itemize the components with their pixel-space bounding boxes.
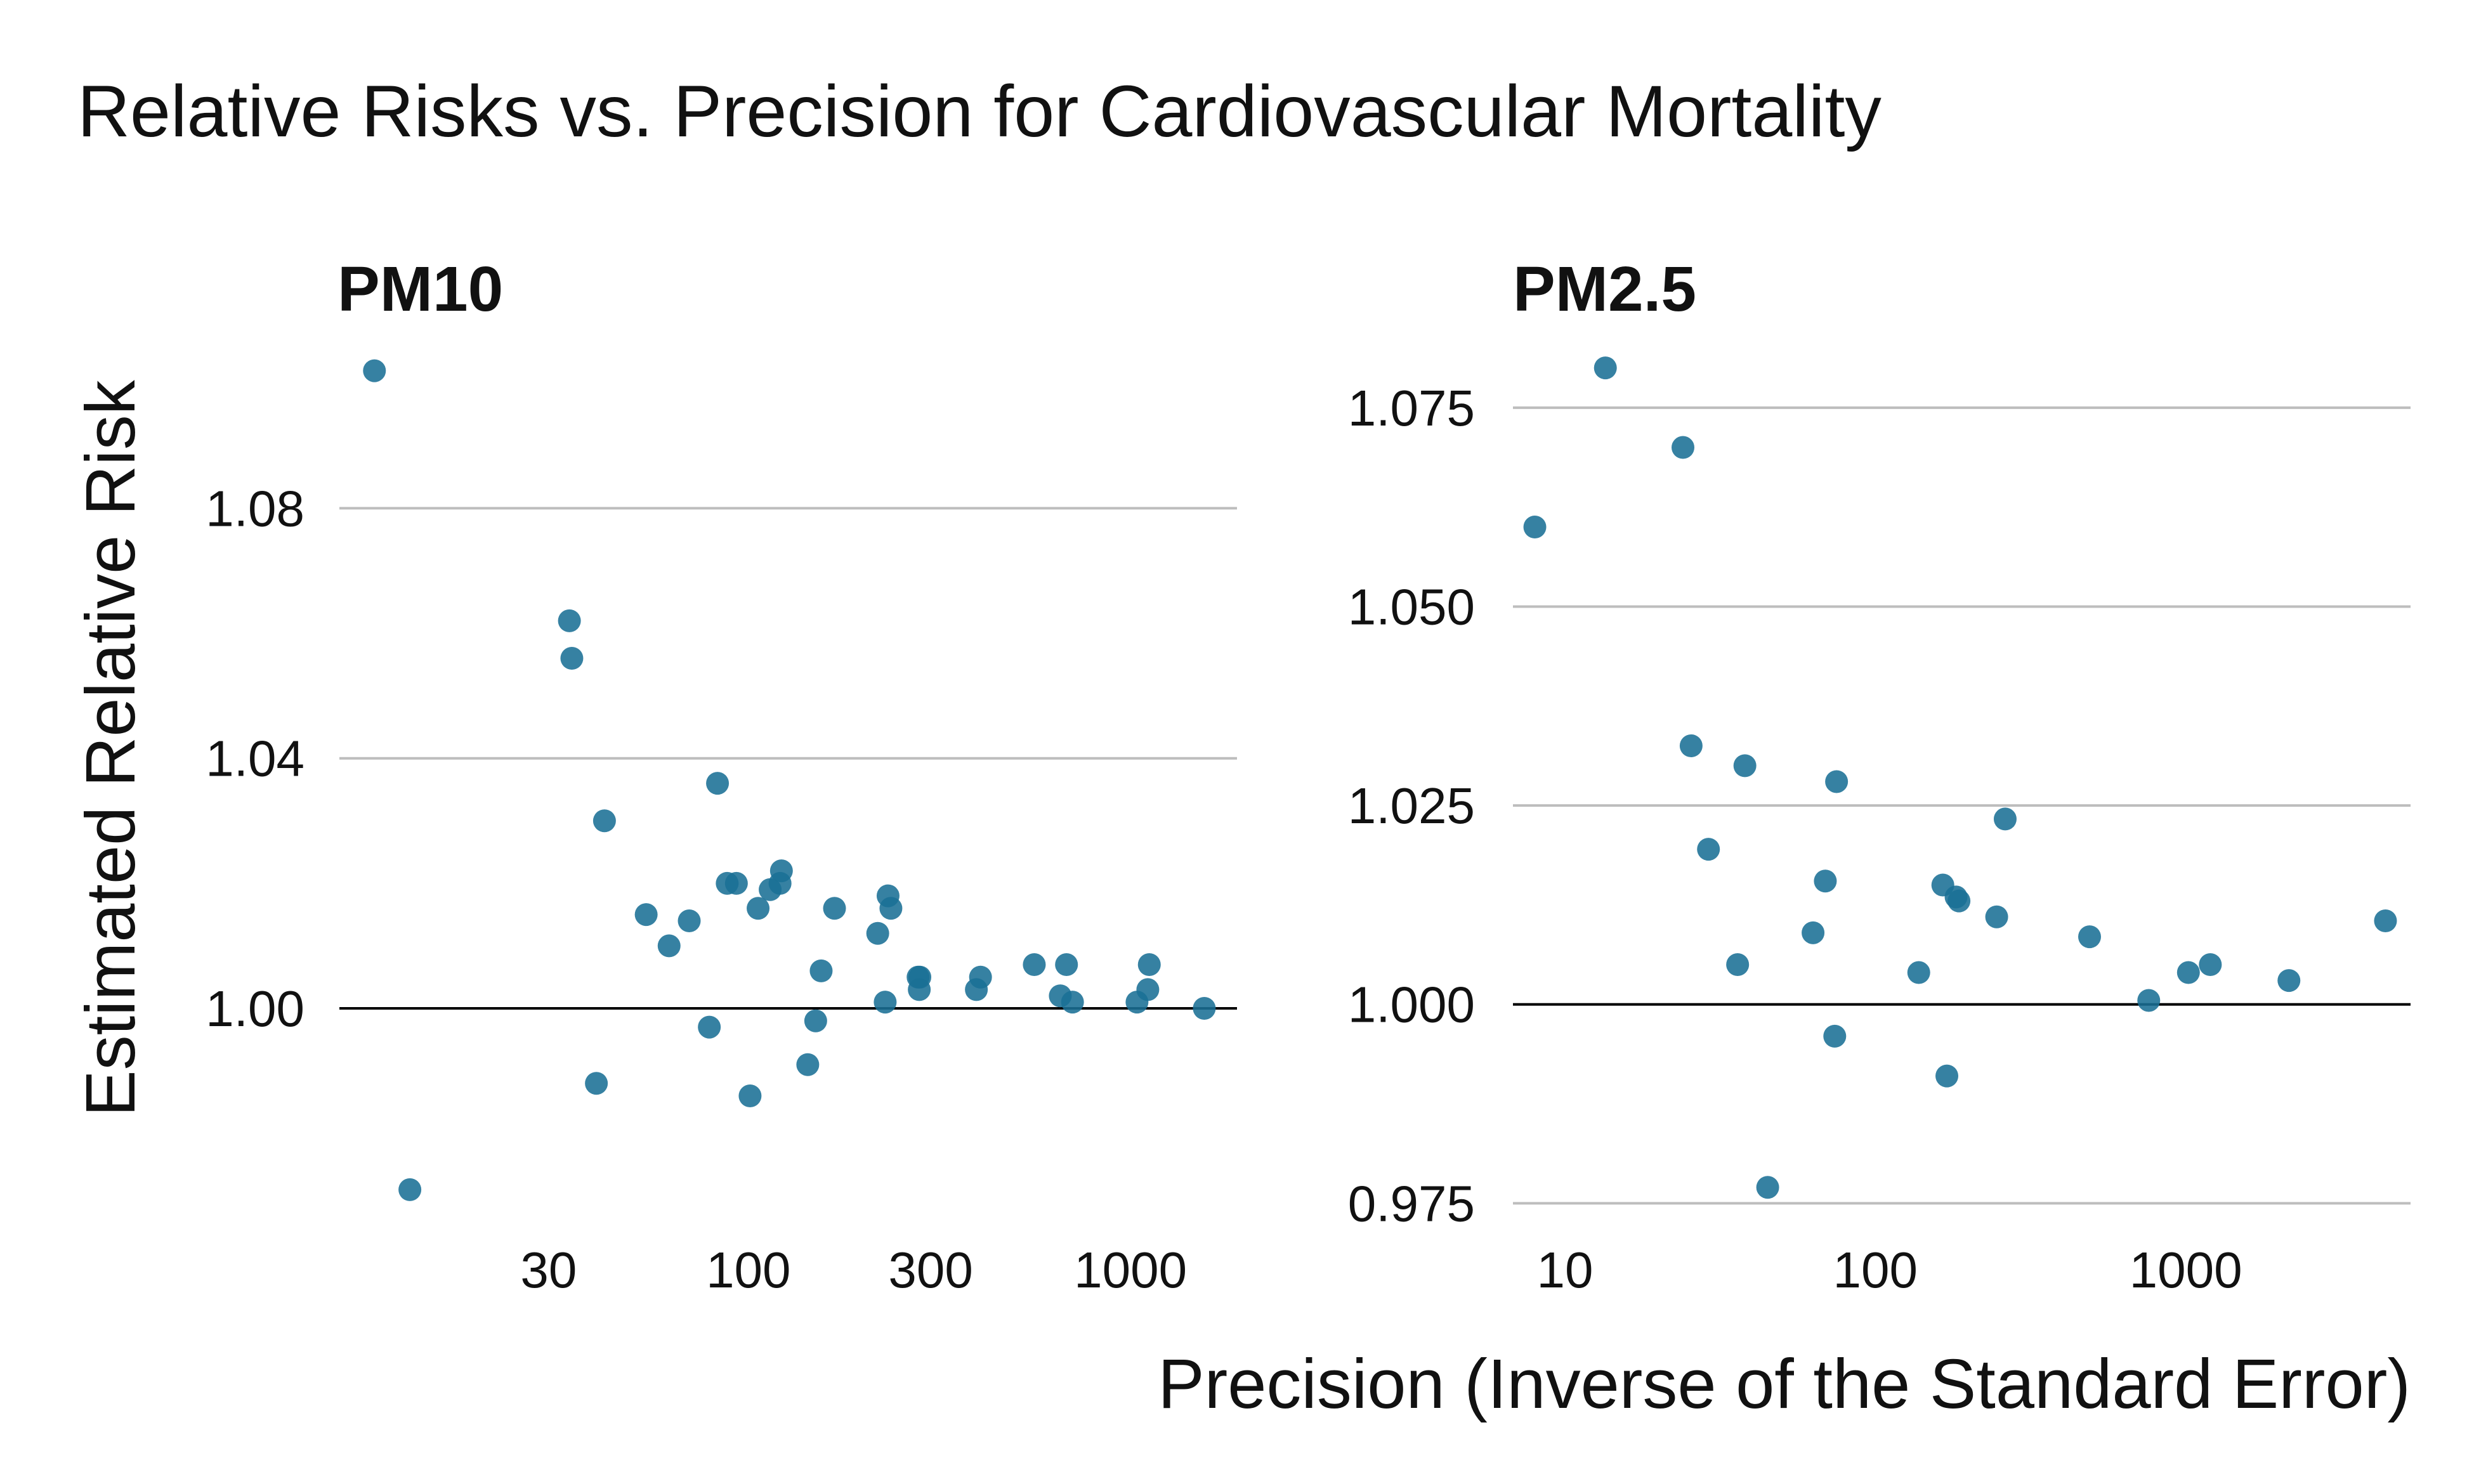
data-point-pm25-3: [1679, 734, 1703, 757]
data-point-pm10-20: [809, 959, 833, 982]
data-point-pm25-2: [1672, 436, 1695, 459]
data-point-pm10-0: [363, 359, 386, 382]
data-point-pm10-1: [398, 1178, 422, 1201]
data-point-pm25-19: [2078, 925, 2102, 949]
data-point-pm10-19: [804, 1009, 827, 1032]
data-point-pm10-7: [657, 934, 681, 958]
y-tick-label-pm10-0: 1.00: [206, 980, 304, 1037]
data-point-pm25-11: [1825, 770, 1849, 793]
data-point-pm25-6: [1733, 754, 1757, 778]
data-point-pm25-5: [1726, 953, 1750, 976]
data-point-pm25-14: [1935, 1064, 1959, 1088]
x-tick-label-pm25-1: 100: [1833, 1242, 1918, 1298]
data-point-pm25-18: [1993, 807, 2017, 831]
data-point-pm25-8: [1802, 921, 1825, 944]
x-ticks-pm25: 10 100 1000: [1536, 1242, 2242, 1298]
data-point-pm10-8: [677, 909, 701, 932]
x-tick-label-pm10-0: 30: [520, 1242, 577, 1298]
data-point-pm25-12: [1907, 961, 1930, 984]
chart-title: Relative Risks vs. Precision for Cardiov…: [77, 71, 1882, 152]
data-point-pm25-23: [2277, 969, 2301, 993]
y-axis-title: Estimated Relative Risk: [72, 379, 150, 1116]
data-point-pm10-13: [738, 1084, 762, 1107]
y-ticks-pm25: 0.975 1.000 1.025 1.050 1.075: [1348, 380, 1475, 1232]
points-pm25: [1523, 356, 2397, 1199]
grid-pm10: [339, 507, 1237, 1010]
panel-pm25: PM2.5 0.975 1.000 1.025 1.050 1.075 10 100 100…: [1348, 254, 2411, 1298]
data-point-pm10-12: [724, 871, 748, 895]
y-tick-label-pm25-3: 1.050: [1348, 578, 1475, 635]
data-point-pm25-0: [1523, 516, 1547, 538]
data-point-pm25-7: [1756, 1176, 1779, 1199]
data-point-pm25-20: [2137, 989, 2161, 1012]
data-point-pm25-1: [1594, 356, 1617, 380]
panel-title-pm25: PM2.5: [1513, 254, 1696, 325]
panel-pm10: PM10 1.00 1.04 1.08 30 100 300 1000: [206, 254, 1237, 1298]
data-point-pm10-28: [908, 965, 932, 989]
y-tick-label-pm25-4: 1.075: [1348, 380, 1475, 436]
data-point-pm10-9: [698, 1015, 721, 1039]
x-tick-label-pm10-2: 300: [888, 1242, 972, 1298]
data-point-pm10-4: [585, 1072, 608, 1095]
data-point-pm10-3: [560, 647, 584, 670]
grid-pm25: [1513, 406, 2411, 1205]
data-point-pm10-10: [706, 772, 730, 795]
data-point-pm10-21: [823, 897, 846, 920]
data-point-pm25-9: [1814, 869, 1837, 893]
data-point-pm25-16: [1947, 889, 1971, 913]
data-point-pm25-24: [2374, 909, 2397, 932]
y-tick-label-pm25-1: 1.000: [1348, 977, 1475, 1033]
data-point-pm10-5: [592, 809, 616, 833]
x-tick-label-pm10-3: 1000: [1074, 1242, 1187, 1298]
data-point-pm25-4: [1697, 838, 1720, 861]
data-point-pm10-6: [634, 903, 658, 927]
data-point-pm10-17: [769, 859, 793, 883]
data-point-pm10-36: [1136, 978, 1160, 1001]
data-point-pm10-34: [1061, 991, 1084, 1014]
data-point-pm10-14: [747, 897, 770, 920]
data-point-pm10-18: [796, 1053, 820, 1076]
x-tick-label-pm25-0: 10: [1536, 1242, 1593, 1298]
data-point-pm25-22: [2199, 953, 2222, 976]
y-tick-label-pm25-2: 1.025: [1348, 778, 1475, 834]
data-point-pm10-33: [1055, 953, 1078, 976]
data-point-pm10-2: [558, 609, 581, 632]
data-point-pm10-37: [1137, 953, 1161, 976]
data-point-pm10-22: [866, 921, 889, 945]
x-ticks-pm10: 30 100 300 1000: [520, 1242, 1187, 1298]
points-pm10: [363, 359, 1216, 1201]
data-point-pm25-10: [1823, 1024, 1847, 1048]
data-point-pm10-23: [874, 991, 897, 1014]
x-tick-label-pm25-2: 1000: [2130, 1242, 2242, 1298]
data-point-pm10-30: [969, 965, 992, 989]
x-tick-label-pm10-1: 100: [706, 1242, 790, 1298]
x-axis-title: Precision (Inverse of the Standard Error…: [1158, 1345, 2411, 1423]
data-point-pm10-25: [879, 897, 903, 920]
panel-title-pm10: PM10: [337, 254, 503, 325]
y-tick-label-pm25-0: 0.975: [1348, 1175, 1475, 1232]
data-point-pm10-38: [1193, 997, 1216, 1020]
data-point-pm25-21: [2176, 961, 2200, 984]
y-ticks-pm10: 1.00 1.04 1.08: [206, 480, 304, 1037]
data-point-pm10-31: [1023, 953, 1046, 976]
data-point-pm25-17: [1985, 905, 2008, 928]
y-tick-label-pm10-1: 1.04: [206, 731, 304, 787]
y-tick-label-pm10-2: 1.08: [206, 480, 304, 537]
